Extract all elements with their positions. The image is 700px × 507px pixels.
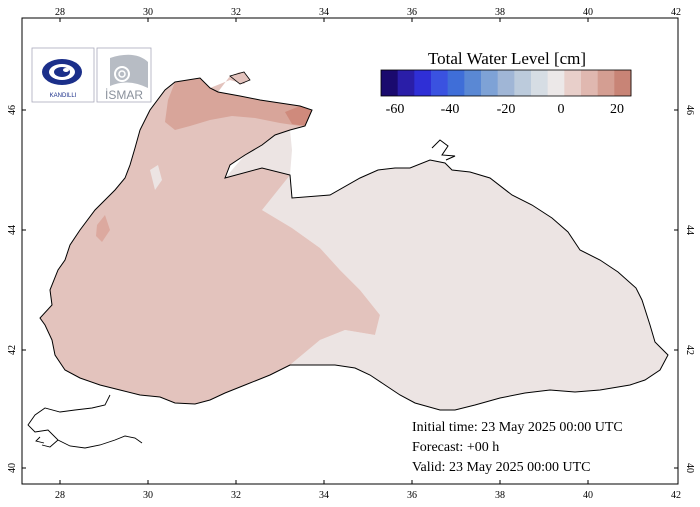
lon-tick-top: 40 xyxy=(583,7,593,18)
colorbar-label: -60 xyxy=(386,102,405,117)
colorbar-swatch xyxy=(531,70,549,96)
sea-west xyxy=(40,72,380,404)
colorbar-swatch xyxy=(397,70,415,96)
colorbar-label: 0 xyxy=(558,102,565,117)
colorbar-swatch xyxy=(464,70,482,96)
lon-tick-bottom: 34 xyxy=(319,490,329,501)
sea-light-odessa xyxy=(150,165,162,190)
kandilli-logo-label: KANDILLI xyxy=(50,93,77,99)
ismar-logo: İSMAR xyxy=(96,47,152,103)
lat-tick-left: 40 xyxy=(7,463,18,473)
colorbar-swatch xyxy=(481,70,499,96)
lon-tick-bottom: 42 xyxy=(671,490,681,501)
sea-light-crimea xyxy=(225,130,292,178)
lon-tick-bottom: 30 xyxy=(143,490,153,501)
lon-ticks: 28 30 32 34 36 38 40 42 28 30 32 34 36 3… xyxy=(55,7,681,501)
colorbar-label: -40 xyxy=(441,102,460,117)
colorbar-swatch xyxy=(414,70,432,96)
sea-high-azov xyxy=(285,106,312,126)
lon-tick-bottom: 32 xyxy=(231,490,241,501)
lat-tick-right: 40 xyxy=(684,463,695,473)
ismar-logo-label: İSMAR xyxy=(105,88,143,102)
lon-tick-bottom: 28 xyxy=(55,490,65,501)
kandilli-logo: KANDILLI xyxy=(31,47,95,103)
colorbar-border xyxy=(380,69,632,97)
kerch-lip xyxy=(431,139,456,161)
lon-tick-top: 36 xyxy=(407,7,417,18)
colorbar-label: 20 xyxy=(610,102,624,117)
marmara-coast xyxy=(27,394,143,449)
lat-tick-left: 46 xyxy=(7,105,18,115)
sea-east xyxy=(230,160,668,410)
lat-tick-right: 44 xyxy=(684,225,695,235)
colorbar-label: -20 xyxy=(497,102,516,117)
colorbar-swatch xyxy=(614,70,632,96)
colorbar xyxy=(380,69,632,97)
lon-tick-marks xyxy=(59,18,589,484)
lon-tick-bottom: 38 xyxy=(495,490,505,501)
colorbar-swatch xyxy=(431,70,449,96)
colorbar-swatch xyxy=(447,70,465,96)
sea-high-bulgaria xyxy=(96,215,110,242)
lon-tick-top: 38 xyxy=(495,7,505,18)
colorbar-swatch xyxy=(547,70,565,96)
forecast-text: Forecast: +00 h xyxy=(412,440,500,455)
lat-tick-left: 44 xyxy=(7,225,18,235)
lon-tick-top: 28 xyxy=(55,7,65,18)
lat-tick-left: 42 xyxy=(7,345,18,355)
lon-tick-top: 42 xyxy=(671,7,681,18)
sea-high-northwest xyxy=(165,78,312,130)
lat-tick-right: 42 xyxy=(684,345,695,355)
colorbar-swatch xyxy=(381,70,399,96)
lon-tick-top: 34 xyxy=(319,7,329,18)
lon-tick-top: 30 xyxy=(143,7,153,18)
lon-tick-bottom: 40 xyxy=(583,490,593,501)
lat-tick-right: 46 xyxy=(684,105,695,115)
colorbar-swatch xyxy=(564,70,582,96)
lat-tick-marks xyxy=(22,109,678,469)
colorbar-swatch xyxy=(597,70,615,96)
lon-tick-top: 32 xyxy=(231,7,241,18)
initial-time-text: Initial time: 23 May 2025 00:00 UTC xyxy=(412,420,623,435)
colorbar-title: Total Water Level [cm] xyxy=(428,49,586,68)
lon-tick-bottom: 36 xyxy=(407,490,417,501)
lat-ticks: 40 42 44 46 40 42 44 46 xyxy=(7,105,695,473)
colorbar-swatch xyxy=(497,70,515,96)
valid-time-text: Valid: 23 May 2025 00:00 UTC xyxy=(412,460,591,475)
azov-strip xyxy=(229,71,251,85)
colorbar-swatch xyxy=(581,70,599,96)
colorbar-labels: -60 -40 -20 0 20 xyxy=(386,102,624,117)
colorbar-swatch xyxy=(514,70,532,96)
coastline xyxy=(39,77,669,411)
